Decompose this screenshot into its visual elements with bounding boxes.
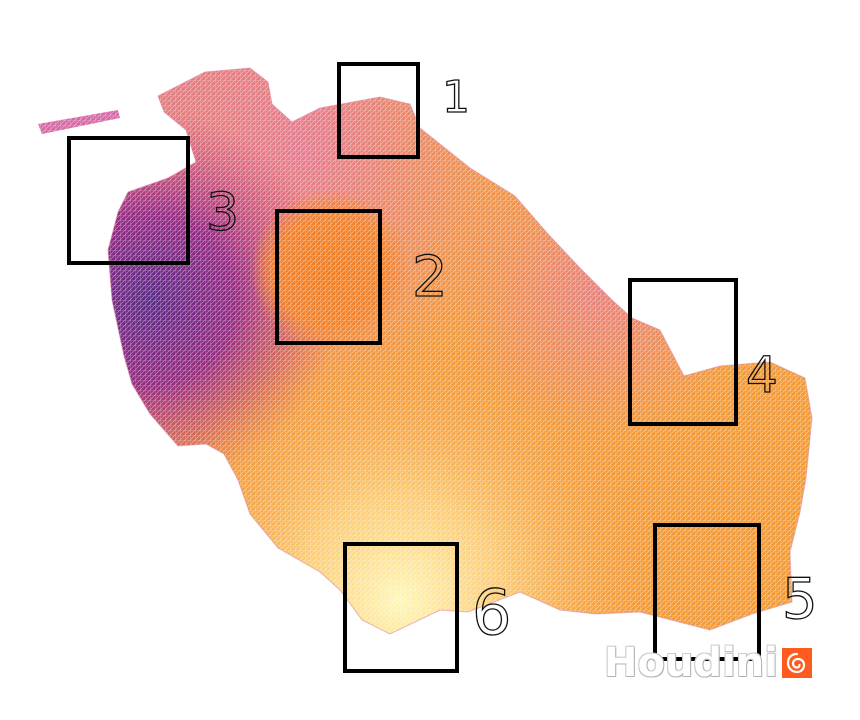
region-5-label-text: 5 [782,567,818,632]
region-5-label: 5 [781,566,818,632]
region-6-label-text: 6 [472,576,511,649]
region-4-label-text: 4 [746,346,778,404]
stray-strip [38,110,120,134]
region-1-label-text: 1 [442,72,470,123]
region-6-label: 6 [471,575,512,649]
region-1-label: 1 [441,71,470,123]
houdini-swirl-icon [781,648,812,678]
point-cloud-outline [107,67,813,635]
region-6-box [343,542,459,673]
region-2-label-text: 2 [412,245,448,310]
region-1-box [337,62,420,159]
region-2-box [275,209,382,345]
region-3-box [67,136,190,265]
region-5-box [653,523,761,661]
region-3-label: 3 [205,182,239,243]
houdini-watermark: Houdini [604,640,824,686]
region-3-label-text: 3 [206,183,239,243]
region-4-label: 4 [745,345,778,404]
region-2-label: 2 [411,244,448,310]
houdini-logo-text: Houdini [604,640,778,686]
region-4-box [628,278,738,426]
